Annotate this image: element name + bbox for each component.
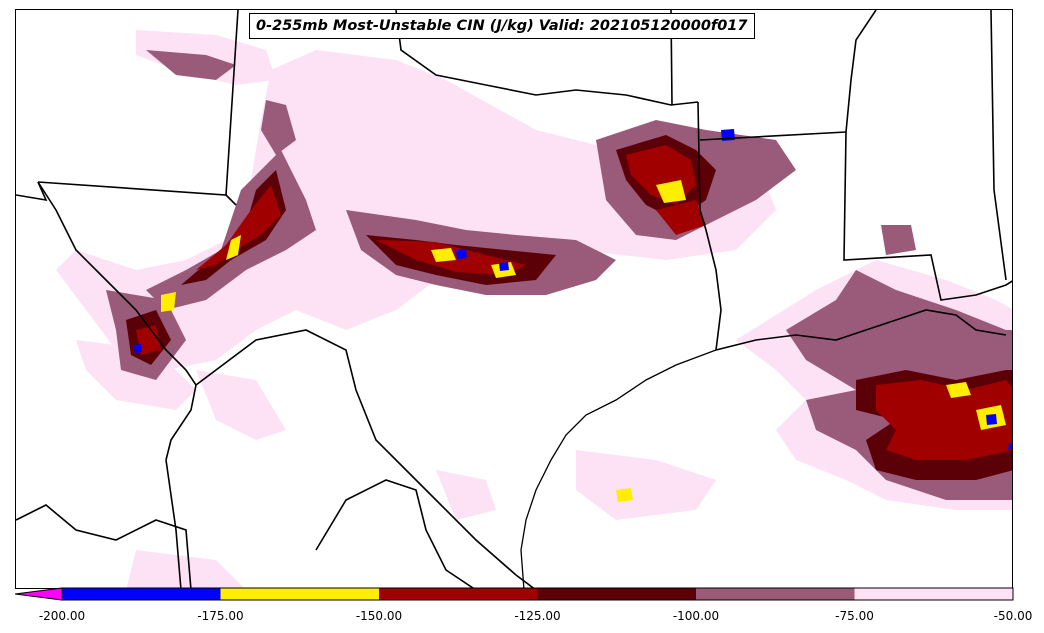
coastline	[520, 349, 717, 588]
colorbar-under-triangle	[15, 587, 63, 601]
colorbar-bin-1	[220, 588, 379, 600]
colorbar-tick-label: -175.00	[197, 609, 244, 623]
colorbar-tick-label: -200.00	[38, 609, 86, 623]
map-panel	[15, 9, 1013, 589]
state-borders	[16, 10, 1012, 588]
colorbar-tick-label: -150.00	[355, 609, 403, 623]
colorbar-bin-0	[62, 588, 221, 600]
cin-map	[16, 10, 1012, 588]
colorbar-bin-5	[854, 588, 1013, 600]
colorbar-bin-3	[537, 588, 696, 600]
colorbar-bin-4	[696, 588, 855, 600]
colorbar-tick-label: -125.00	[514, 609, 561, 623]
colorbar-frame	[61, 587, 1014, 601]
colorbar	[15, 587, 1014, 601]
colorbar-tick-label: -100.00	[672, 609, 720, 623]
map-title: 0-255mb Most-Unstable CIN (J/kg) Valid: …	[249, 13, 755, 39]
colorbar-tick-label: -50.00	[993, 609, 1033, 623]
colorbar-tick-label: -75.00	[835, 609, 874, 623]
colorbar-bin-2	[379, 588, 538, 600]
